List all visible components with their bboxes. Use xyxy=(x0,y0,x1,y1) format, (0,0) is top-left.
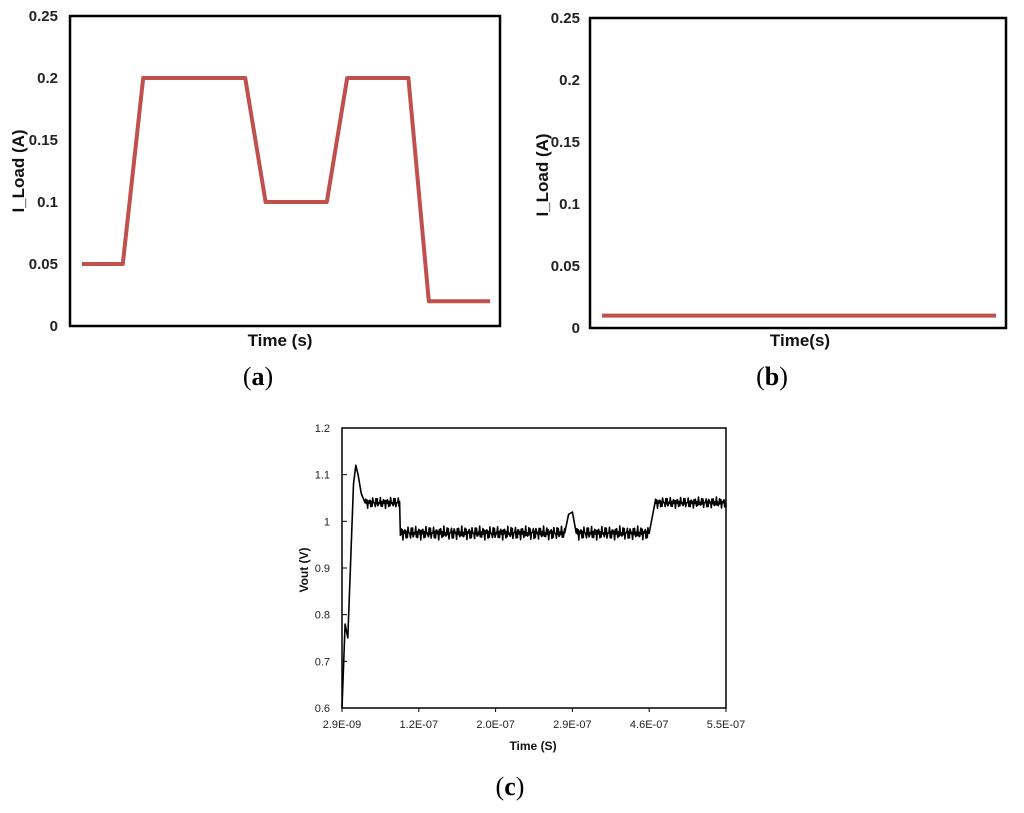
panel-caption-c: (c) xyxy=(496,772,525,801)
y-axis-label: I_Load (A) xyxy=(9,129,28,212)
chart-panel-b: 0 0.05 0.1 0.15 0.2 0.25 Time(s) I_Load (A) (… xyxy=(533,10,1008,391)
x-tick-label: 4.6E-07 xyxy=(630,719,669,731)
panel-letter: c xyxy=(504,772,516,801)
y-tick-label: 0.25 xyxy=(551,10,580,27)
panel-letter: a xyxy=(252,362,265,391)
y-tick-label: 0.2 xyxy=(37,70,58,87)
panel-letter: b xyxy=(765,362,779,391)
panel-caption-a: (a) xyxy=(243,362,273,391)
y-axis-ticks: 0 0.05 0.1 0.15 0.2 0.25 xyxy=(29,8,58,335)
x-tick-label: 2.0E-07 xyxy=(476,719,515,731)
x-tick-label: 1.2E-07 xyxy=(400,719,439,731)
y-tick-label: 0.6 xyxy=(315,703,330,715)
y-tick-label: 0.25 xyxy=(29,8,58,25)
series-line xyxy=(341,464,727,709)
y-tick-label: 1.2 xyxy=(315,423,330,435)
y-tick-label: 0.15 xyxy=(29,132,58,149)
svg-text:(a): (a) xyxy=(243,362,273,391)
y-tick-label: 0.2 xyxy=(559,72,580,89)
y-tick-label: 0.05 xyxy=(551,258,580,275)
x-axis-label: Time (s) xyxy=(248,331,313,350)
series-line xyxy=(82,76,490,304)
x-tick-label: 5.5E-07 xyxy=(707,719,746,731)
y-tick-label: 0.8 xyxy=(315,610,330,622)
chart-panel-a: 00.050.10.150.20.25 Time (s) I_Load (A) … xyxy=(9,8,502,391)
y-tick-label: 0.1 xyxy=(37,194,58,211)
plot-frame xyxy=(588,16,1008,330)
x-tick-label: 2.9E-09 xyxy=(323,719,362,731)
y-tick-label: 0.1 xyxy=(559,196,580,213)
y-axis-ticks: 0 0.05 0.1 0.15 0.2 0.25 xyxy=(551,10,580,337)
x-tick-label: 2.9E-07 xyxy=(553,719,592,731)
plot-frame xyxy=(341,427,727,709)
y-tick-label: 0.9 xyxy=(315,563,330,575)
chart-panel-c: 0.6 0.7 0.8 0.9 1 1.1 1.2 2.9E-09 1.2E-07 2.0E-0… xyxy=(297,423,745,801)
svg-text:(c): (c) xyxy=(496,772,525,801)
y-tick-label: 1.1 xyxy=(315,470,330,482)
panel-caption-b: (b) xyxy=(756,362,788,391)
y-tick-label: 0.05 xyxy=(29,256,58,273)
x-axis-label: Time (S) xyxy=(509,739,556,753)
svg-text:(b): (b) xyxy=(756,362,788,391)
y-axis-label: I_Load (A) xyxy=(533,133,552,216)
y-tick-label: 0 xyxy=(50,318,58,335)
y-axis-label: Vout (V) xyxy=(297,547,311,592)
y-tick-label: 0.15 xyxy=(551,134,580,151)
y-tick-label: 1 xyxy=(324,516,330,528)
x-axis-ticks: 2.9E-09 1.2E-07 2.0E-07 2.9E-07 4.6E-07 5.5E-… xyxy=(323,708,746,731)
y-tick-label: 0.7 xyxy=(315,656,330,668)
x-axis-label: Time(s) xyxy=(770,331,830,350)
y-tick-label: 0 xyxy=(572,320,580,337)
